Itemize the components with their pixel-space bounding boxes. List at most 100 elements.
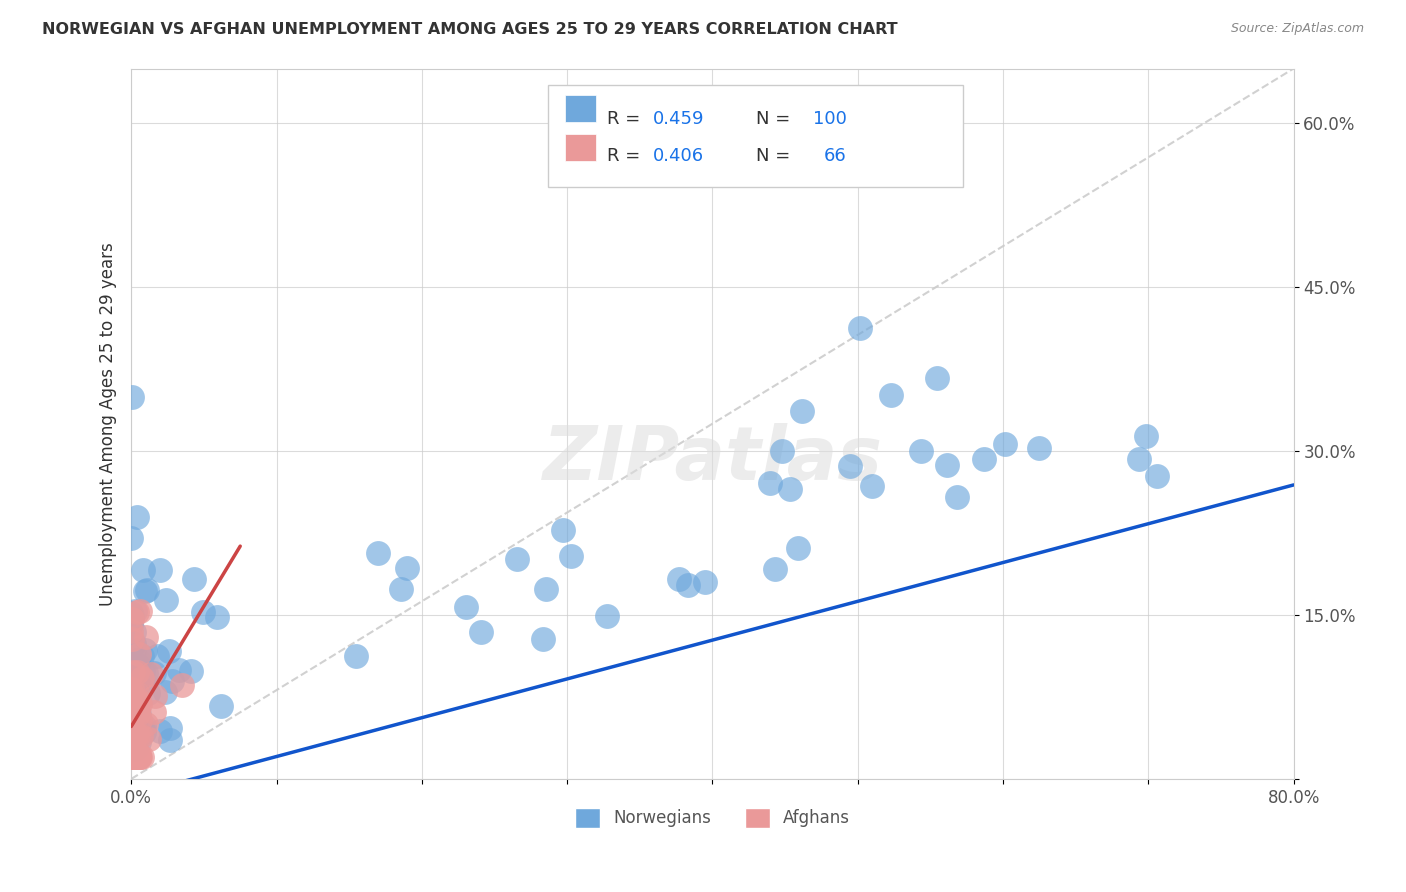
Norwegians	[122, 637, 145, 651]
Text: Source: ZipAtlas.com: Source: ZipAtlas.com	[1230, 22, 1364, 36]
Afghans	[121, 750, 143, 764]
Legend: Norwegians, Afghans: Norwegians, Afghans	[568, 801, 856, 835]
Norwegians	[128, 707, 150, 722]
Afghans	[129, 730, 152, 744]
Afghans	[121, 721, 143, 735]
Norwegians	[1128, 452, 1150, 467]
Text: N =: N =	[756, 110, 790, 128]
Norwegians	[124, 720, 146, 734]
Afghans	[124, 726, 146, 740]
Afghans	[121, 734, 143, 748]
Afghans	[124, 741, 146, 756]
Afghans	[142, 705, 165, 719]
Y-axis label: Unemployment Among Ages 25 to 29 years: Unemployment Among Ages 25 to 29 years	[100, 242, 117, 606]
Norwegians	[205, 610, 228, 624]
Norwegians	[159, 733, 181, 747]
Norwegians	[121, 663, 143, 677]
Norwegians	[136, 686, 159, 700]
Afghans	[121, 744, 143, 758]
Afghans	[121, 690, 143, 704]
Norwegians	[125, 715, 148, 730]
Norwegians	[122, 655, 145, 669]
Text: 0.406: 0.406	[652, 147, 703, 165]
Afghans	[127, 704, 149, 718]
Norwegians	[127, 509, 149, 524]
Norwegians	[120, 608, 142, 623]
Norwegians	[1146, 469, 1168, 483]
Afghans	[121, 612, 143, 626]
Norwegians	[122, 668, 145, 682]
Afghans	[124, 750, 146, 764]
Norwegians	[678, 578, 700, 592]
Norwegians	[945, 490, 967, 504]
Afghans	[135, 716, 157, 731]
Norwegians	[456, 599, 478, 614]
Norwegians	[389, 582, 412, 597]
Afghans	[120, 750, 142, 764]
Afghans	[128, 750, 150, 764]
Norwegians	[131, 720, 153, 734]
Norwegians	[693, 575, 716, 590]
Afghans	[127, 706, 149, 721]
Afghans	[124, 697, 146, 711]
Norwegians	[772, 444, 794, 458]
Norwegians	[127, 679, 149, 693]
Afghans	[121, 748, 143, 763]
Norwegians	[132, 724, 155, 739]
Afghans	[127, 729, 149, 743]
Norwegians	[155, 592, 177, 607]
Norwegians	[135, 666, 157, 681]
Afghans	[120, 746, 142, 760]
Afghans	[128, 698, 150, 712]
Afghans	[129, 750, 152, 764]
Norwegians	[124, 709, 146, 723]
Afghans	[143, 689, 166, 703]
Afghans	[129, 604, 152, 618]
Norwegians	[142, 666, 165, 681]
Norwegians	[779, 482, 801, 496]
Afghans	[135, 630, 157, 644]
Afghans	[120, 749, 142, 764]
Norwegians	[120, 606, 142, 620]
Afghans	[121, 750, 143, 764]
Afghans	[128, 647, 150, 661]
Norwegians	[533, 632, 555, 647]
Norwegians	[786, 541, 808, 556]
Norwegians	[120, 711, 142, 725]
Norwegians	[153, 685, 176, 699]
Text: R =: R =	[607, 110, 647, 128]
Norwegians	[848, 321, 870, 335]
Norwegians	[120, 683, 142, 698]
Afghans	[122, 750, 145, 764]
Afghans	[128, 750, 150, 764]
Norwegians	[344, 649, 367, 664]
Norwegians	[120, 676, 142, 690]
Norwegians	[122, 642, 145, 657]
Afghans	[127, 605, 149, 619]
Norwegians	[551, 523, 574, 537]
Text: ZIPatlas: ZIPatlas	[543, 423, 883, 496]
Norwegians	[120, 731, 142, 745]
Afghans	[121, 747, 143, 761]
Norwegians	[136, 582, 159, 597]
Norwegians	[596, 609, 619, 624]
Norwegians	[149, 564, 172, 578]
Norwegians	[994, 437, 1017, 451]
Afghans	[121, 632, 143, 646]
Norwegians	[134, 584, 156, 599]
Norwegians	[132, 677, 155, 691]
Norwegians	[121, 609, 143, 624]
Afghans	[121, 738, 143, 752]
Afghans	[124, 743, 146, 757]
Text: 0.459: 0.459	[652, 110, 704, 128]
Norwegians	[132, 563, 155, 577]
Afghans	[127, 695, 149, 709]
Afghans	[139, 667, 162, 681]
Norwegians	[149, 724, 172, 739]
Afghans	[120, 684, 142, 698]
Norwegians	[505, 552, 527, 566]
Afghans	[170, 678, 193, 692]
Afghans	[128, 748, 150, 763]
Norwegians	[157, 644, 180, 658]
Norwegians	[560, 549, 582, 563]
